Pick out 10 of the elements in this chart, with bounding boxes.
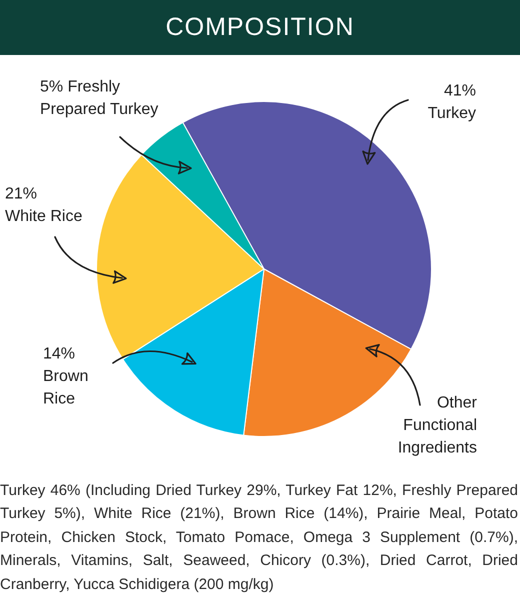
slice-label: Other Functional Ingredients (398, 394, 478, 456)
chart-title: COMPOSITION (0, 0, 520, 55)
slice-label: Brown Rice (43, 368, 88, 408)
data-label: 21% (5, 185, 38, 202)
slice-label: 5% Freshly Prepared Turkey (40, 78, 158, 118)
slice-label: Turkey (428, 104, 476, 122)
data-label: 41% (444, 82, 476, 100)
text: Turkey 46% (Including Dried Turkey 29%, Turkey Fat 12%, Freshly Prepared Turkey 5%), White Rice (21%), Brown Rice (14%), Prairie Meal, Potato Protein, Chicken Stock, Tomato Pomace, Omega 3 Supplement (0.7%), Minerals, Vitamins, Salt, Seaweed, Chicory (0.3%), Dried Carrot, Dried Cranberry, Yucca Schidigera (200 mg/kg) (0, 481, 518, 595)
data-label: 14% (43, 345, 76, 362)
slice-label: White Rice (5, 208, 82, 225)
